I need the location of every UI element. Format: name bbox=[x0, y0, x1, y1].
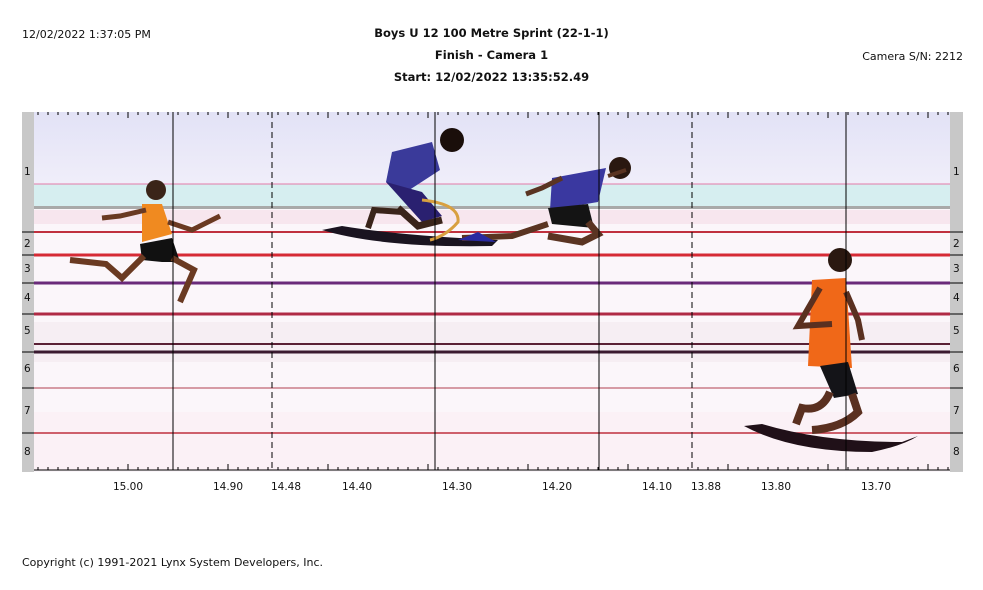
runner-lane-2b bbox=[322, 128, 498, 247]
start-time: Start: 12/02/2022 13:35:52.49 bbox=[393, 70, 590, 84]
time-label: 14.40 bbox=[341, 481, 373, 493]
photo-background bbox=[34, 112, 950, 472]
time-cursors bbox=[172, 112, 847, 470]
lane-ticks bbox=[22, 231, 963, 434]
lane-number-left: 1 bbox=[24, 166, 31, 178]
time-label: 13.80 bbox=[760, 481, 792, 493]
lane-number-right: 3 bbox=[953, 263, 960, 275]
lane-number-right: 2 bbox=[953, 238, 960, 250]
capture-datetime: 12/02/2022 1:37:05 PM bbox=[22, 28, 151, 41]
finish-photo[interactable] bbox=[22, 112, 963, 472]
time-label: 13.88 bbox=[690, 481, 722, 493]
camera-serial: Camera S/N: 2212 bbox=[862, 50, 963, 63]
lane-number-right: 7 bbox=[953, 405, 960, 417]
camera-subtitle: Finish - Camera 1 bbox=[434, 48, 549, 62]
time-label: 15.00 bbox=[112, 481, 144, 493]
time-label: 14.90 bbox=[212, 481, 244, 493]
lane-number-left: 2 bbox=[24, 238, 31, 250]
runner-lane-2c bbox=[458, 157, 631, 246]
lane-number-right: 5 bbox=[953, 325, 960, 337]
time-label: 14.30 bbox=[441, 481, 473, 493]
lane-number-left: 5 bbox=[24, 325, 31, 337]
lane-number-left: 7 bbox=[24, 405, 31, 417]
time-label: 14.20 bbox=[541, 481, 573, 493]
runner-lane-2 bbox=[69, 180, 222, 304]
copyright-text: Copyright (c) 1991-2021 Lynx System Deve… bbox=[22, 556, 324, 569]
time-label: 14.48 bbox=[270, 481, 302, 493]
lane-number-right: 1 bbox=[953, 166, 960, 178]
lane-number-right: 4 bbox=[953, 292, 960, 304]
left-lane-bar bbox=[22, 112, 34, 472]
lane-number-left: 6 bbox=[24, 363, 31, 375]
time-label: 14.10 bbox=[641, 481, 673, 493]
lane-number-left: 3 bbox=[24, 263, 31, 275]
event-title: Boys U 12 100 Metre Sprint (22-1-1) bbox=[374, 26, 609, 40]
lane-number-left: 8 bbox=[24, 446, 31, 458]
lane-number-right: 8 bbox=[953, 446, 960, 458]
lane-number-left: 4 bbox=[24, 292, 31, 304]
right-lane-bar bbox=[950, 112, 963, 472]
time-label: 13.70 bbox=[860, 481, 892, 493]
lane-number-right: 6 bbox=[953, 363, 960, 375]
lane-lines bbox=[34, 183, 950, 434]
